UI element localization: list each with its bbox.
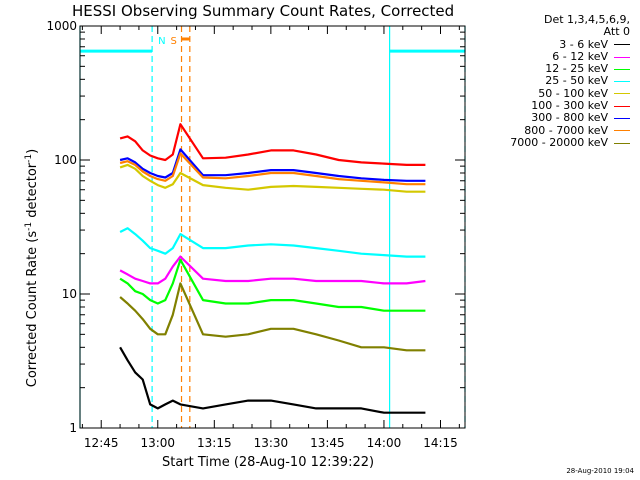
legend-entry: 100 - 300 keV	[478, 99, 630, 113]
legend-entry-label: 3 - 6 keV	[559, 37, 608, 51]
series-line-12-25-kev	[119, 258, 426, 312]
legend-entry-label: 50 - 100 keV	[538, 86, 608, 100]
chart-title: HESSI Observing Summary Count Rates, Cor…	[72, 2, 455, 20]
night-flag-label: N	[158, 36, 165, 47]
series-line-25-50-kev	[119, 227, 426, 258]
footer-timestamp: 28-Aug-2010 19:04	[566, 467, 634, 475]
series-line-100-300-kev	[119, 123, 426, 166]
x-tick-label: 14:00	[367, 436, 402, 450]
legend-swatch	[614, 44, 630, 46]
y-tick-label: 10	[62, 287, 77, 301]
legend-entry-label: 7000 - 20000 keV	[510, 135, 608, 149]
x-tick-label: 13:15	[197, 436, 232, 450]
y-axis-label: Corrected Count Rate (s-1 detector-1)	[23, 148, 41, 388]
legend-entry: 7000 - 20000 keV	[478, 135, 630, 149]
x-axis-label: Start Time (28-Aug-10 12:39:22)	[162, 455, 375, 470]
series-lines	[119, 123, 426, 414]
y-tick-label: 1000	[46, 19, 77, 33]
axes: 1 10 100 1000 12:45 13:00 13:15 13:30 13:45 14:00…	[46, 19, 466, 450]
legend-entry-label: 25 - 50 keV	[545, 74, 608, 88]
y-tick-label: 100	[54, 153, 77, 167]
series-line-6-12-kev	[119, 255, 426, 285]
series-line-50-100-kev	[119, 163, 426, 193]
plot-frame	[79, 25, 466, 429]
x-tick-label: 13:30	[254, 436, 289, 450]
series-line-800-7000-kev	[119, 152, 426, 186]
saa-flag-label: S	[171, 36, 177, 47]
legend-swatch	[614, 68, 630, 70]
x-tick-label: 13:00	[140, 436, 175, 450]
legend-entry: 3 - 6 keV	[478, 37, 630, 51]
legend-entry: 12 - 25 keV	[478, 62, 630, 76]
x-tick-label: 14:15	[423, 436, 458, 450]
legend-entry: 300 - 800 keV	[478, 112, 630, 124]
series-line-300-800-kev	[119, 148, 426, 182]
legend-swatch	[614, 56, 630, 58]
legend-swatch	[614, 118, 630, 120]
legend-swatch	[614, 142, 630, 144]
legend-entry-label: 100 - 300 keV	[531, 99, 608, 113]
legend-entry: 50 - 100 keV	[478, 86, 630, 100]
legend-entry-label: 6 - 12 keV	[552, 49, 608, 63]
legend-entry-label: 800 - 7000 keV	[524, 123, 608, 137]
legend-entry: 25 - 50 keV	[478, 75, 630, 87]
series-line-3-6-kev	[119, 346, 426, 414]
x-tick-label: 12:45	[84, 436, 119, 450]
y-tick-label: 1	[69, 421, 77, 435]
legend-swatch	[614, 105, 630, 107]
legend-header-line1: Det 1,3,4,5,6,9,	[543, 13, 630, 26]
legend-entry-label: 300 - 800 keV	[531, 111, 608, 125]
legend-swatch	[614, 130, 630, 132]
legend-entry: 6 - 12 keV	[478, 49, 630, 63]
legend-swatch	[614, 81, 630, 83]
legend-entry: 800 - 7000 keV	[478, 123, 630, 137]
legend: Det 1,3,4,5,6,9, Att 0 3 - 6 keV 6 - 12 k…	[478, 13, 630, 149]
x-tick-label: 13:45	[310, 436, 345, 450]
legend-swatch	[614, 93, 630, 95]
series-line-7000-20000-kev	[119, 282, 426, 352]
legend-header-line2: Att 0	[603, 25, 630, 39]
legend-entry-label: 12 - 25 keV	[545, 62, 608, 76]
